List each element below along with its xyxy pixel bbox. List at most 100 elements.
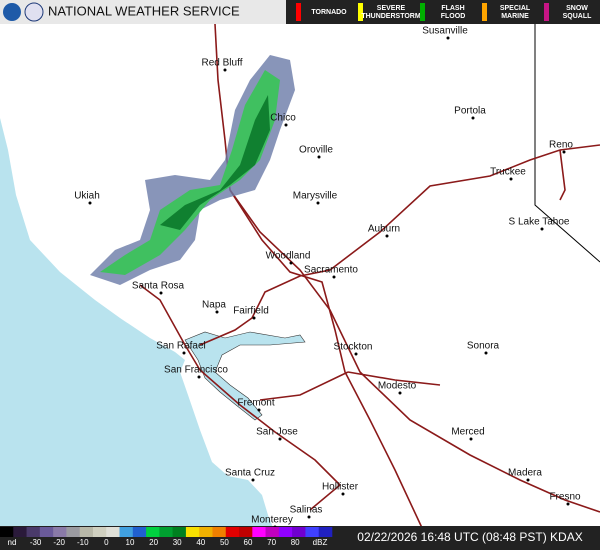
city-label: Truckee [490,167,526,178]
city-label: Fresno [549,492,581,503]
scale-swatch [53,527,67,537]
warning-swatch [482,3,487,21]
city-dot [182,351,186,355]
scale-swatch [265,527,280,537]
city-label: Stockton [334,342,373,353]
city-dot [385,234,389,238]
scale-label: -10 [77,538,89,547]
scale-label: 80 [291,538,300,547]
city-label: Santa Cruz [225,468,275,479]
scale-swatch [106,527,120,537]
city-dot [540,227,544,231]
scale-swatch [0,527,14,537]
ocean [0,118,282,550]
city-dot [88,201,92,205]
scale-swatch [39,527,54,537]
city-dot [197,375,201,379]
bay [184,331,306,421]
scale-swatch [212,527,227,537]
scale-label: 10 [126,538,135,547]
city-dot [562,150,566,154]
city-label: Susanville [422,26,468,37]
city-label: Red Bluff [202,58,243,69]
scale-swatch [119,527,134,537]
city-dot [251,478,255,482]
highways [139,23,600,546]
city-dot [484,351,488,355]
city-dot [469,437,473,441]
scale-swatch [278,527,293,537]
scale-swatch [252,527,266,537]
city-dot [509,177,513,181]
nws-logo [24,2,44,22]
city-dot [526,478,530,482]
city-label: Salinas [290,505,323,516]
scale-swatch [225,527,240,537]
city-dot [284,123,288,127]
scale-label: nd [8,538,17,547]
city-label: Monterey [251,515,293,526]
warning-swatch [296,3,301,21]
scale-label: 50 [220,538,229,547]
warning-label: SPECIAL MARINE [500,5,531,20]
city-dot [278,437,282,441]
city-dot [471,116,475,120]
city-dot [341,492,345,496]
scale-label: 60 [244,538,253,547]
city-label: Reno [549,140,573,151]
scale-label: 20 [149,538,158,547]
city-label: Fairfield [233,306,269,317]
city-dot [289,261,293,265]
city-label: Fremont [237,398,274,409]
warning-label: TORNADO [311,9,347,16]
scale-swatch [185,527,200,537]
scale-swatch [13,527,27,537]
city-label: Chico [270,113,296,124]
city-label: Portola [454,106,486,117]
scale-swatch [132,527,147,537]
timestamp: 02/22/2026 16:48 UTC (08:48 PST) KDAX [357,530,582,544]
header-title: NATIONAL WEATHER SERVICE [48,3,240,18]
scale-label: 40 [196,538,205,547]
scale-swatch [159,527,173,537]
city-label: Sacramento [304,265,358,276]
warning-swatch [420,3,425,21]
scale-label: 0 [104,538,109,547]
scale-swatch [239,527,253,537]
city-label: Marysville [293,191,338,202]
scale-swatch [318,527,333,537]
city-dot [317,155,321,159]
scale-swatch [199,527,213,537]
scale-label: 30 [173,538,182,547]
city-label: Sonora [467,341,500,352]
scale-swatch [146,527,160,537]
city-label: Oroville [299,145,333,156]
scale-swatch [305,527,320,537]
city-dot [307,515,311,519]
city-dot [159,291,163,295]
scale-swatch [92,527,107,537]
scale-swatch [79,527,94,537]
city-label: Madera [508,468,542,479]
city-label: Woodland [266,251,311,262]
city-dot [257,408,261,412]
city-label: Ukiah [74,191,100,202]
city-dot [354,352,358,356]
city-dot [215,310,219,314]
city-label: San Jose [256,427,298,438]
city-label: Hollister [322,482,359,493]
scale-swatch [26,527,41,537]
city-dot [566,502,570,506]
city-label: San Francisco [164,365,228,376]
state-border [534,24,600,263]
city-dot [446,36,450,40]
city-dot [398,391,402,395]
city-label: Modesto [378,381,417,392]
city-dot [316,201,320,205]
city-label: Napa [202,300,226,311]
noaa-logo [3,3,21,21]
scale-label: -30 [30,538,42,547]
radar-echoes [90,55,295,285]
warning-label: SNOW SQUALL [563,5,593,20]
